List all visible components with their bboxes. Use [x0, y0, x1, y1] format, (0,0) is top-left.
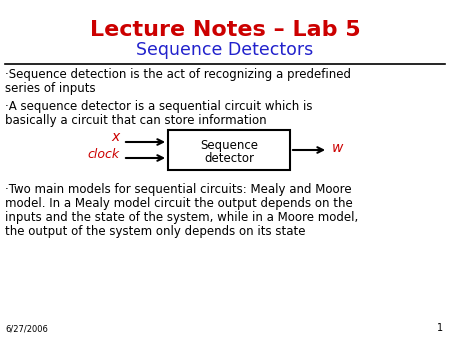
Bar [168, 130, 290, 170]
Text: ·Two main models for sequential circuits: Mealy and Moore: ·Two main models for sequential circuits… [5, 183, 351, 196]
Text: ·Sequence detection is the act of recognizing a predefined: ·Sequence detection is the act of recogn… [5, 68, 351, 81]
Text: basically a circuit that can store information: basically a circuit that can store infor… [5, 114, 266, 127]
Text: series of inputs: series of inputs [5, 82, 95, 95]
Text: Sequence Detectors: Sequence Detectors [136, 41, 314, 59]
Text: model. In a Mealy model circuit the output depends on the: model. In a Mealy model circuit the outp… [5, 197, 353, 210]
Text: 1: 1 [437, 323, 443, 333]
Text: x: x [112, 130, 120, 144]
Text: detector: detector [204, 151, 254, 165]
Text: Lecture Notes – Lab 5: Lecture Notes – Lab 5 [90, 20, 360, 40]
Text: 6/27/2006: 6/27/2006 [5, 324, 48, 333]
Text: Sequence: Sequence [200, 140, 258, 152]
Text: clock: clock [88, 147, 120, 161]
Text: the output of the system only depends on its state: the output of the system only depends on… [5, 225, 306, 238]
Text: ·A sequence detector is a sequential circuit which is: ·A sequence detector is a sequential cir… [5, 100, 312, 113]
Text: inputs and the state of the system, while in a Moore model,: inputs and the state of the system, whil… [5, 211, 358, 224]
Text: w: w [332, 141, 343, 155]
